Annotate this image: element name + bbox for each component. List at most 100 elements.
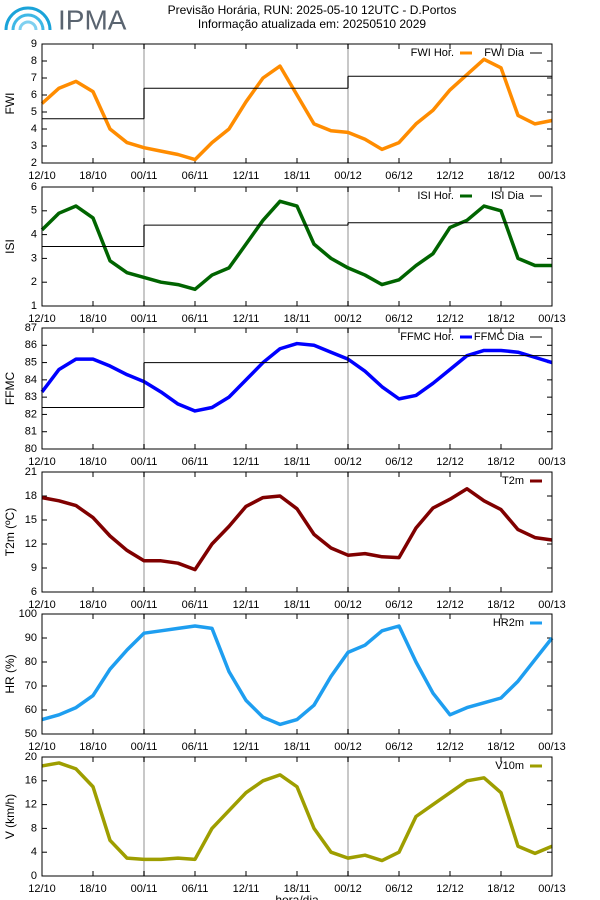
x-tick-label: 18/12 — [487, 883, 515, 895]
x-tick-label: 00/13 — [538, 599, 566, 611]
series-line — [41, 761, 553, 863]
x-tick-label: 18/11 — [284, 599, 311, 611]
y-tick-label: 1 — [31, 300, 37, 312]
x-tick-label: 06/12 — [385, 170, 413, 182]
x-tick-label: 12/10 — [28, 741, 56, 753]
x-tick-label: 00/12 — [334, 883, 362, 895]
legend-label: ISI Dia — [491, 190, 525, 202]
x-tick-label: 12/12 — [436, 599, 464, 611]
series-line — [41, 487, 553, 572]
plot-frame — [41, 186, 553, 307]
x-tick-label: 18/11 — [284, 741, 311, 753]
x-tick-label: 00/11 — [131, 741, 158, 753]
legend-label: FFMC Dia — [474, 331, 525, 343]
y-axis-label: FWI — [3, 93, 17, 115]
y-tick-label: 3 — [31, 140, 37, 152]
plot-frame — [41, 327, 553, 450]
series-line — [40, 341, 553, 413]
x-tick-label: 12/12 — [436, 170, 464, 182]
y-tick-label: 3 — [31, 252, 37, 264]
x-tick-label: 12/11 — [233, 456, 260, 468]
y-axis-label: T2m (ºC) — [3, 508, 17, 556]
x-tick-label: 18/10 — [79, 599, 107, 611]
series-line — [40, 199, 552, 292]
y-tick-label: 60 — [25, 704, 37, 716]
series-line — [40, 57, 553, 162]
y-tick-label: 6 — [31, 586, 37, 598]
x-tick-label: 12/11 — [233, 170, 260, 182]
y-tick-label: 4 — [31, 229, 37, 241]
legend-label: FWI Hor. — [411, 47, 454, 59]
x-tick-label: 12/12 — [436, 456, 464, 468]
y-tick-label: 100 — [19, 608, 37, 620]
y-tick-label: 2 — [31, 276, 37, 288]
y-tick-label: 82 — [25, 408, 37, 420]
subtitle: Informação atualizada em: 20250510 2029 — [198, 17, 426, 31]
x-tick-label: 12/10 — [28, 883, 56, 895]
x-tick-label: 00/13 — [538, 456, 566, 468]
x-tick-label: 12/12 — [436, 741, 464, 753]
x-tick-label: 18/10 — [79, 741, 107, 753]
legend-label: FWI Dia — [484, 47, 525, 59]
x-tick-label: 06/11 — [182, 599, 209, 611]
logo-text: IPMA — [58, 4, 127, 35]
y-tick-label: 81 — [25, 426, 37, 438]
plot-frame — [41, 756, 553, 877]
y-tick-label: 6 — [31, 181, 37, 193]
y-axis-label: ISI — [3, 239, 17, 254]
x-tick-label: 00/12 — [334, 599, 362, 611]
y-tick-label: 50 — [25, 728, 37, 740]
plot-frame — [41, 471, 553, 593]
x-tick-label: 06/11 — [182, 170, 209, 182]
y-tick-label: 21 — [25, 466, 37, 478]
x-tick-label: 00/13 — [538, 883, 566, 895]
x-tick-label: 00/13 — [538, 170, 566, 182]
x-tick-label: 00/12 — [334, 741, 362, 753]
x-tick-label: 18/12 — [487, 313, 515, 325]
y-tick-label: 0 — [31, 870, 37, 882]
y-tick-label: 9 — [31, 38, 37, 50]
y-tick-label: 7 — [31, 72, 37, 84]
y-axis-label: FFMC — [3, 372, 17, 406]
y-tick-label: 85 — [25, 356, 37, 368]
x-tick-label: 00/12 — [334, 170, 362, 182]
x-tick-label: 18/11 — [284, 313, 311, 325]
x-tick-label: 06/11 — [182, 313, 209, 325]
y-axis-label: HR (%) — [3, 654, 17, 693]
y-tick-label: 87 — [25, 322, 37, 334]
x-tick-label: 06/12 — [385, 741, 413, 753]
y-tick-label: 80 — [25, 656, 37, 668]
y-tick-label: 4 — [31, 846, 37, 858]
title: Previsão Horária, RUN: 2025-05-10 12UTC … — [168, 3, 457, 17]
y-tick-label: 5 — [31, 205, 37, 217]
x-tick-label: 06/12 — [385, 456, 413, 468]
x-tick-label: 12/11 — [233, 599, 260, 611]
x-tick-label: 18/10 — [79, 170, 107, 182]
legend-label: ISI Hor. — [417, 190, 454, 202]
x-tick-label: 12/10 — [28, 456, 56, 468]
x-tick-label: 06/11 — [182, 456, 209, 468]
y-tick-label: 12 — [25, 799, 37, 811]
y-tick-label: 80 — [25, 443, 37, 455]
y-tick-label: 83 — [25, 391, 37, 403]
x-tick-label: 12/12 — [436, 313, 464, 325]
legend-label: FFMC Hor. — [400, 331, 454, 343]
x-tick-label: 18/12 — [487, 741, 515, 753]
x-tick-label: 12/10 — [28, 170, 56, 182]
x-tick-label: 00/11 — [131, 883, 158, 895]
x-tick-label: 00/11 — [131, 170, 158, 182]
logo-icon — [4, 6, 52, 31]
x-axis-label: hora/dia — [275, 893, 319, 900]
x-tick-label: 06/11 — [182, 883, 209, 895]
x-tick-label: 00/13 — [538, 313, 566, 325]
x-tick-label: 12/12 — [436, 883, 464, 895]
y-tick-label: 4 — [31, 123, 37, 135]
x-tick-label: 12/11 — [233, 313, 260, 325]
legend-label: T2m — [502, 475, 524, 487]
x-tick-label: 00/11 — [131, 599, 158, 611]
y-tick-label: 16 — [25, 775, 37, 787]
y-tick-label: 70 — [25, 680, 37, 692]
y-tick-label: 18 — [25, 490, 37, 502]
y-tick-label: 9 — [31, 562, 37, 574]
